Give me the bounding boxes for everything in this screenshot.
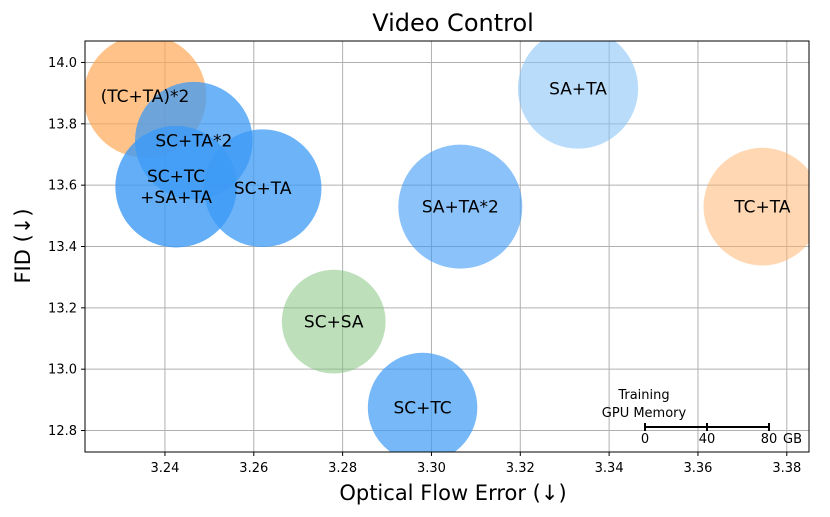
y-tick-label: 13.8 [48, 117, 77, 132]
x-tick-label: 3.36 [683, 461, 712, 476]
bubble-label: TC+TA [733, 198, 791, 218]
y-tick-label: 14.0 [48, 56, 77, 71]
bubble-label: SC+SA [304, 313, 364, 333]
y-tick-label: 13.0 [48, 363, 77, 378]
bubble [115, 125, 237, 248]
bubbles [85, 41, 809, 452]
y-tick-label: 13.2 [48, 301, 77, 316]
bubble [517, 41, 639, 149]
y-tick-label: 13.6 [48, 179, 77, 194]
memory-legend-title-line2: GPU Memory [602, 406, 687, 421]
x-tick-label: 3.30 [417, 461, 446, 476]
x-tick-label: 3.26 [239, 461, 268, 476]
axis-ticks: 3.24 3.26 3.28 3.30 3.32 3.34 3.36 3.38 12.8 13.0… [48, 56, 801, 476]
memory-scale-legend: Training GPU Memory 0 40 80 GB [602, 388, 802, 447]
memory-legend-unit: GB [783, 432, 802, 447]
x-tick-label: 3.24 [150, 461, 179, 476]
bubble [398, 144, 523, 269]
bubble [203, 129, 322, 248]
bubble-label: SC+TA [234, 179, 292, 199]
y-tick-label: 12.8 [48, 424, 77, 439]
memory-scale-tick-label: 0 [641, 432, 649, 447]
x-tick-label: 3.34 [595, 461, 624, 476]
bubble-label: SC+TA*2 [155, 132, 232, 152]
chart-title: Video Control [372, 9, 534, 37]
memory-legend-title-line1: Training [617, 388, 669, 403]
plot-area: (TC+TA)*2 SC+TA*2 SC+TC +SA+TA SC+TA SC+SA SC+… [48, 40, 810, 476]
x-tick-label: 3.38 [772, 461, 801, 476]
x-tick-label: 3.28 [328, 461, 357, 476]
bubble-label: SA+TA*2 [422, 198, 499, 218]
memory-scale-tick-label: 80 [761, 432, 778, 447]
bubble [367, 352, 478, 452]
y-tick-label: 13.4 [48, 240, 77, 255]
bubble [703, 147, 809, 266]
x-axis-label: Optical Flow Error (↓) [339, 481, 566, 505]
memory-scale-tick-label: 40 [699, 432, 716, 447]
x-tick-label: 3.32 [506, 461, 535, 476]
y-axis-label: FID (↓) [11, 208, 35, 283]
bubble-label: (TC+TA)*2 [101, 87, 190, 107]
bubble [281, 269, 386, 374]
bubble-label: SC+TC +SA+TA [140, 167, 212, 208]
bubble-labels: (TC+TA)*2 SC+TA*2 SC+TC +SA+TA SC+TA SC+SA SC+… [101, 80, 791, 419]
bubble-label: SA+TA [549, 80, 607, 100]
bubble-label: SC+TC [393, 399, 451, 419]
